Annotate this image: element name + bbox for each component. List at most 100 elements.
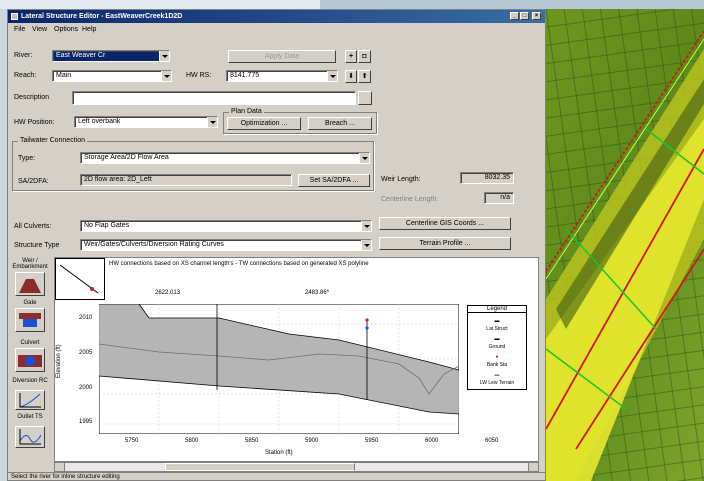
- window-title: Lateral Structure Editor - EastWeaverCre…: [21, 13, 183, 20]
- map-view[interactable]: [546, 9, 704, 481]
- outlet-ts-tool[interactable]: Outlet TS: [11, 414, 49, 450]
- arrow-up-icon[interactable]: ⬆: [358, 70, 371, 83]
- description-field[interactable]: [72, 91, 356, 105]
- breach-button[interactable]: Breach ...: [308, 117, 372, 130]
- hw-position-value: Left overbank: [78, 118, 121, 125]
- culvert-icon: [15, 348, 45, 372]
- status-bar: Select the river for inline structure ed…: [8, 472, 545, 480]
- plot-note: HW connections based on XS channel lengt…: [109, 261, 369, 267]
- hw-rs-value: 8141.775: [230, 72, 260, 79]
- terrain-profile-button[interactable]: Terrain Profile ...: [379, 237, 511, 250]
- gate-label: Gate: [23, 300, 37, 306]
- tailwater-connection-group: [12, 141, 374, 191]
- culvert-label: Culvert: [20, 340, 40, 346]
- legend-terrain: LW Lew Terrain: [479, 380, 515, 386]
- lateral-structure-editor-window: Lateral Structure Editor - EastWeaverCre…: [7, 9, 546, 481]
- set-sa-2dfa-button[interactable]: Set SA/2DFA ...: [298, 174, 370, 187]
- weir-embankment-tool[interactable]: Weir / Embankment: [11, 258, 49, 298]
- x-tick-5800: 5800: [185, 438, 199, 444]
- terrain-map: [546, 9, 704, 481]
- camera-icon[interactable]: ◘: [358, 50, 371, 63]
- chevron-down-icon[interactable]: [159, 51, 169, 61]
- menu-bar: File View Options Help: [8, 24, 545, 36]
- chevron-down-icon[interactable]: [361, 240, 371, 250]
- legend-bank-sta: Bank Sta: [486, 362, 508, 368]
- sa-2dfa-value: 2D flow area: 2D_Left: [84, 176, 152, 183]
- gate-icon: [15, 308, 45, 332]
- menu-view[interactable]: View: [32, 26, 48, 33]
- all-culverts-select[interactable]: No Flap Gates: [80, 220, 372, 232]
- x-tick-5950: 5950: [365, 438, 379, 444]
- legend-swatch-terrain: ▬: [494, 372, 500, 378]
- description-more-button[interactable]: [358, 91, 372, 105]
- structure-type-select[interactable]: Weir/Gates/Culverts/Diversion Rating Cur…: [80, 239, 372, 251]
- profile-plot[interactable]: HW connections based on XS channel lengt…: [54, 257, 539, 462]
- menu-options[interactable]: Options: [54, 26, 79, 33]
- centerline-length-value: n/a: [500, 194, 510, 201]
- menu-help[interactable]: Help: [82, 26, 97, 33]
- tailwater-type-select[interactable]: Storage Area/2D Flow Area: [80, 152, 370, 164]
- close-button[interactable]: ×: [532, 12, 541, 20]
- centerline-length-field: n/a: [484, 192, 514, 204]
- x-tick-6000: 6000: [425, 438, 439, 444]
- reach-select[interactable]: Main: [52, 70, 172, 82]
- scroll-right-arrow[interactable]: [528, 463, 538, 471]
- diversion-rc-tool[interactable]: Diversion RC: [11, 378, 49, 412]
- reach-label: Reach:: [14, 72, 37, 79]
- hw-position-select[interactable]: Left overbank: [74, 116, 218, 128]
- background-strip: [0, 0, 320, 9]
- app-icon: [11, 13, 18, 20]
- hw-position-label: HW Position:: [14, 119, 55, 126]
- optimization-button[interactable]: Optimization ...: [227, 117, 301, 130]
- x-tick-6050: 6050: [485, 438, 499, 444]
- x-axis-title: Station (ft): [265, 450, 293, 456]
- minimize-button[interactable]: _: [510, 12, 519, 20]
- sa-2dfa-field: 2D flow area: 2D_Left: [80, 174, 292, 186]
- chevron-down-icon[interactable]: [161, 71, 171, 81]
- river-value: East Weaver Cr: [56, 52, 106, 59]
- title-bar: Lateral Structure Editor - EastWeaverCre…: [8, 10, 545, 23]
- arrow-down-icon[interactable]: ⬇: [345, 70, 357, 83]
- maximize-button[interactable]: □: [520, 12, 529, 20]
- hw-rs-label: HW RS:: [186, 72, 212, 79]
- y-tick-2010: 2010: [79, 315, 93, 321]
- plot-horizontal-scrollbar[interactable]: [54, 462, 539, 472]
- plan-data-label: Plan Data: [229, 108, 264, 115]
- chevron-down-icon[interactable]: [361, 221, 371, 231]
- chevron-down-icon[interactable]: [359, 153, 369, 163]
- legend-ground: Ground: [488, 344, 506, 350]
- legend-swatch-ground: ▬: [494, 336, 500, 342]
- legend-swatch-bank-sta: ●: [495, 354, 499, 360]
- legend-swatch-lat-struct: ▬: [494, 318, 500, 324]
- chevron-down-icon[interactable]: [327, 71, 337, 81]
- background-strip-right: [320, 0, 704, 9]
- y-tick-1995: 1995: [79, 419, 93, 425]
- y-axis-title: Elevation (ft): [56, 344, 62, 378]
- chevron-down-icon[interactable]: [207, 117, 217, 127]
- gate-tool[interactable]: Gate: [11, 300, 49, 340]
- scroll-thumb[interactable]: [165, 463, 355, 471]
- diversion-rc-label: Diversion RC: [12, 378, 48, 384]
- tailwater-connection-label: Tailwater Connection: [18, 137, 87, 144]
- outlet-ts-label: Outlet TS: [17, 414, 43, 420]
- weir-length-label: Weir Length:: [381, 176, 421, 183]
- apply-data-button[interactable]: Apply Data: [228, 50, 336, 63]
- reach-value: Main: [56, 72, 72, 79]
- plan-data-group: [223, 112, 377, 134]
- add-icon[interactable]: +: [345, 50, 357, 63]
- time-series-icon: [15, 426, 45, 448]
- culvert-tool[interactable]: Culvert: [11, 340, 49, 376]
- hw-rs-select[interactable]: 8141.775: [226, 70, 338, 82]
- type-label: Type:: [18, 155, 36, 162]
- river-select[interactable]: East Weaver Cr: [52, 50, 170, 62]
- tailwater-type-value: Storage Area/2D Flow Area: [84, 154, 169, 161]
- scroll-left-arrow[interactable]: [55, 463, 65, 471]
- menu-file[interactable]: File: [14, 26, 26, 33]
- all-culverts-value: No Flap Gates: [84, 222, 130, 229]
- plan-thumbnail: [55, 258, 105, 300]
- weir-length-field: 8032.35: [460, 172, 514, 184]
- legend-title: Legend: [468, 306, 526, 313]
- centerline-length-label: Centerline Length:: [381, 196, 439, 203]
- centerline-gis-coords-button[interactable]: Centerline GIS Coords ...: [379, 217, 511, 230]
- river-label: River:: [14, 52, 33, 59]
